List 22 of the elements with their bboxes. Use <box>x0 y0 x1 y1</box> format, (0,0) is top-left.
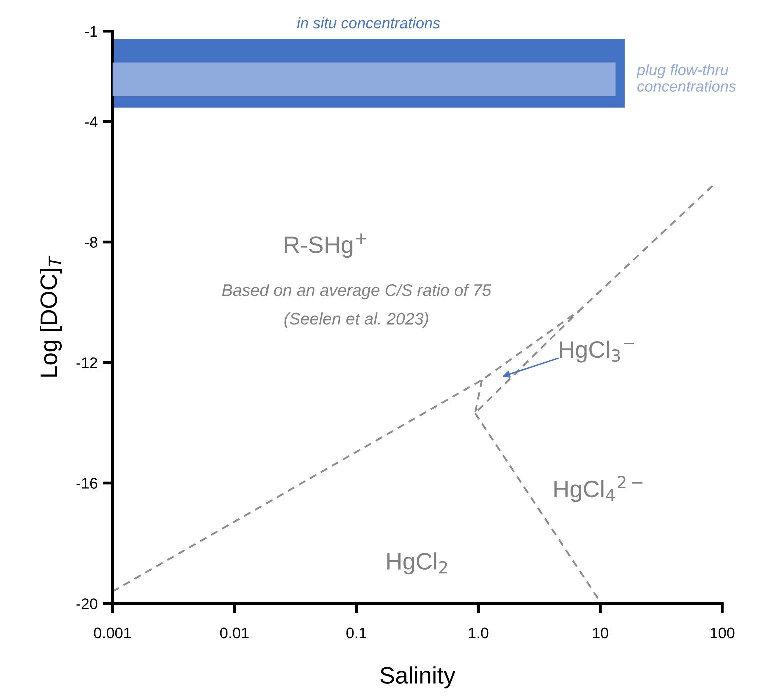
y-tick-label: -12 <box>76 358 98 368</box>
x-tick-label: 10 <box>593 628 608 639</box>
x-axis-title: Salinity <box>380 666 456 689</box>
y-tick-label: -16 <box>76 478 98 489</box>
annotation: Based on an average C/S ratio of 75 <box>222 284 492 300</box>
x-tick-label: 1.0 <box>469 628 489 639</box>
x-tick-label: 0.001 <box>94 628 132 639</box>
y-tick-label: -1 <box>85 26 98 37</box>
annotation: HgCl$_{4}$$^{2−}$ <box>554 476 643 502</box>
annotation: (Seelen et al. 2023) <box>284 312 428 328</box>
annotation: HgCl$_{2}$ <box>388 552 448 575</box>
y-axis-title: Log [DOC]$_{T}$ <box>40 256 62 377</box>
x-tick-label: 0.1 <box>346 628 367 639</box>
y-tick-label: -4 <box>85 116 98 128</box>
y-tick-label: -20 <box>76 598 98 610</box>
x-tick-label: 0.01 <box>220 628 249 639</box>
annotation: R-SHg$^{+}$ <box>285 234 366 258</box>
annotation: HgCl$_{3}$$^{−}$ <box>560 340 634 363</box>
x-tick-label: 100 <box>710 628 735 639</box>
band-label: plug flow-thru concentrations <box>636 64 736 92</box>
y-tick-label: -8 <box>85 237 98 248</box>
band-label: in situ concentrations <box>297 17 440 29</box>
